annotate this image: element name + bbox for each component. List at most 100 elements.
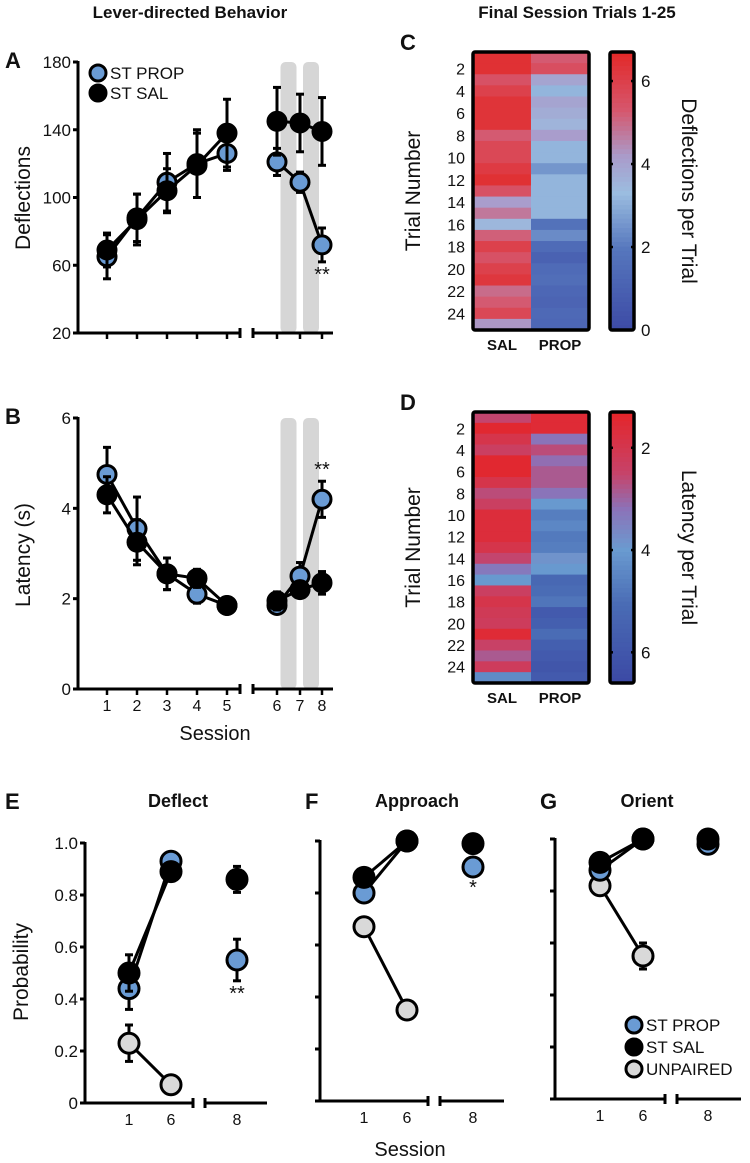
significance-marker: **: [314, 459, 330, 481]
colorbar-segment: [610, 524, 634, 531]
heatmap-cell: [473, 422, 532, 435]
colorbar-frame: [608, 410, 636, 685]
panel-label: B: [5, 404, 21, 429]
colorbar-segment: [610, 470, 634, 476]
colorbar-segment: [610, 556, 634, 562]
colorbar-segment: [610, 651, 634, 657]
column-label: PROP: [539, 337, 582, 354]
row-tick-label: 6: [456, 106, 465, 123]
legend-item-st-sal: ST SAL: [624, 1037, 704, 1057]
colorbar-segment: [610, 597, 634, 603]
legend: ST PROP ST SAL UNPAIRED: [624, 1015, 733, 1079]
colorbar-segment: [610, 502, 634, 508]
colorbar-segment: [610, 488, 634, 494]
data-point: [461, 855, 485, 879]
heatmap-cell: [531, 585, 590, 597]
y-tick-label: 1.0: [54, 834, 78, 853]
colorbar-segment: [610, 588, 634, 594]
data-point: [289, 112, 311, 134]
shaded-session-band: [280, 418, 297, 689]
data-point: [631, 944, 655, 968]
legend-item-unpaired: UNPAIRED: [624, 1059, 733, 1079]
heatmap-cell: [531, 672, 590, 684]
heatmap-cell: [531, 229, 590, 242]
colorbar-segment: [610, 506, 634, 512]
colorbar-segment: [610, 493, 634, 499]
colorbar-segment: [610, 610, 634, 616]
x-tick-label: 1: [596, 1108, 605, 1125]
column-label: SAL: [487, 690, 517, 707]
colorbar-segment: [610, 655, 634, 662]
legend-label: ST SAL: [646, 1038, 704, 1057]
heatmap-cell: [473, 639, 532, 651]
data-point: [289, 579, 311, 601]
row-tick-label: 8: [456, 128, 465, 145]
heatmap-cell: [473, 487, 532, 500]
colorbar-tick-label: 2: [641, 439, 650, 458]
heatmap-cell: [531, 163, 590, 175]
heatmap-cell: [531, 422, 590, 435]
colorbar-segment: [610, 186, 634, 192]
colorbar-segment: [610, 311, 634, 317]
colorbar-tick-label: 4: [641, 155, 650, 174]
legend-marker-icon: [624, 1015, 644, 1035]
heatmap-cell: [473, 285, 532, 298]
colorbar-segment: [610, 574, 634, 580]
colorbar-segment: [610, 214, 634, 220]
colorbar-segment: [610, 274, 634, 280]
colorbar-segment: [610, 320, 634, 326]
colorbar-segment: [610, 520, 634, 526]
significance-marker: **: [229, 983, 245, 1005]
row-tick-label: 4: [456, 443, 465, 460]
heatmap-cell: [531, 107, 590, 120]
panel-g: G Orient 1 6 8 ST PROP ST SAL UNPAIRED: [540, 789, 741, 1125]
heatmap-frame: [471, 50, 591, 332]
legend-item-st-prop: ST PROP: [88, 63, 184, 83]
row-tick-label: 14: [447, 551, 465, 568]
heatmap-cell: [531, 466, 590, 478]
heatmap-cell: [531, 650, 590, 662]
colorbar-segment: [610, 529, 634, 535]
colorbar-segment: [610, 633, 634, 639]
colorbar-segment: [610, 223, 634, 229]
row-tick-label: 16: [447, 217, 465, 234]
y-tick-label: 100: [43, 189, 71, 208]
x-tick-label: 4: [193, 698, 202, 715]
panel-title: Deflect: [148, 791, 208, 811]
heatmap-cell: [473, 152, 532, 164]
heatmap-cell: [531, 661, 590, 673]
x-tick-label: 8: [233, 1112, 242, 1129]
heatmap-cell: [531, 63, 590, 75]
colorbar-segment: [610, 246, 634, 252]
colorbar-segment: [610, 511, 634, 517]
row-tick-label: 12: [447, 530, 465, 547]
heatmap-cell: [473, 650, 532, 662]
x-tick-label: 6: [273, 698, 282, 715]
data-point: [266, 110, 288, 132]
shaded-session-band: [303, 418, 319, 689]
heatmap-cell: [531, 563, 590, 576]
colorbar-segment: [610, 153, 634, 160]
heatmap-cell: [531, 185, 590, 198]
heatmap-cell: [531, 252, 590, 264]
heatmap-cell: [473, 585, 532, 597]
heatmap-cell: [531, 617, 590, 630]
colorbar-segment: [610, 606, 634, 612]
heatmap-frame: [471, 410, 591, 685]
series-line-segment: [362, 926, 409, 1011]
colorbar-segment: [610, 255, 634, 262]
data-point: [289, 171, 311, 193]
colorbar-segment: [610, 126, 634, 132]
row-tick-label: 4: [456, 84, 465, 101]
y-tick-label: 20: [52, 324, 71, 343]
colorbar-label: Latency per Trial: [677, 470, 700, 625]
colorbar-segment: [610, 167, 634, 174]
colorbar-segment: [610, 65, 634, 72]
data-point: [186, 567, 208, 589]
heading-final-session: Final Session Trials 1-25: [478, 3, 675, 22]
row-tick-label: 14: [447, 195, 465, 212]
